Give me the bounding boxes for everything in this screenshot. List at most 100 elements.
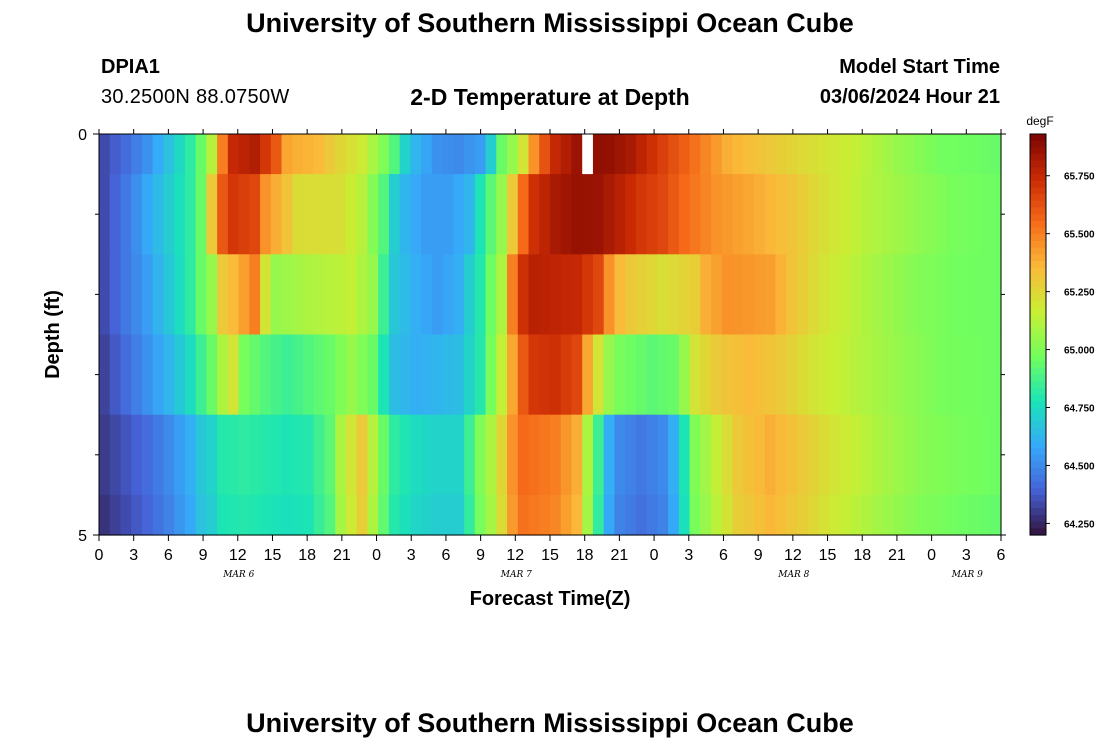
heatmap-cell xyxy=(485,334,497,416)
heatmap-cell xyxy=(281,494,293,536)
colorbar-segment xyxy=(1030,194,1046,202)
heatmap-cell xyxy=(335,174,347,255)
heatmap-cell xyxy=(990,254,1002,336)
heatmap-cell xyxy=(109,334,122,416)
heatmap-cell xyxy=(678,334,691,416)
heatmap-cells xyxy=(99,134,1002,536)
heatmap-cell xyxy=(614,254,626,336)
heatmap-cell xyxy=(464,334,476,416)
heatmap-cell xyxy=(367,494,379,536)
heatmap-cell xyxy=(464,174,476,255)
x-tick-label: 0 xyxy=(372,547,381,564)
heatmap-cell xyxy=(281,174,293,255)
y-tick-label: 5 xyxy=(78,528,87,545)
day-label: MAR 8 xyxy=(777,570,809,580)
heatmap-cell xyxy=(345,174,358,255)
heatmap-cell xyxy=(839,174,852,255)
heatmap-cell xyxy=(421,174,433,255)
heatmap-cell xyxy=(217,174,229,255)
heatmap-cell xyxy=(281,414,293,496)
heatmap-cell xyxy=(818,414,830,496)
heatmap-cell xyxy=(732,334,744,416)
heatmap-cell xyxy=(474,174,487,255)
heatmap-cell xyxy=(915,494,927,536)
heatmap-cell xyxy=(99,494,111,536)
heatmap-cell xyxy=(356,414,369,496)
heatmap-cell xyxy=(754,414,766,496)
heatmap-cell xyxy=(754,334,766,416)
heatmap-cell xyxy=(303,134,315,175)
heatmap-cell xyxy=(958,414,970,496)
heatmap-cell xyxy=(474,414,487,496)
heatmap-cell xyxy=(592,174,605,255)
heatmap-cell xyxy=(893,134,905,175)
heatmap-cell xyxy=(904,494,916,536)
heatmap-cell xyxy=(410,254,422,336)
heatmap-cell xyxy=(507,134,519,175)
x-tick-label: 15 xyxy=(819,547,837,564)
heatmap-cell xyxy=(872,134,884,175)
heatmap-cell xyxy=(217,334,229,416)
colorbar-segment xyxy=(1030,294,1046,302)
heatmap-cell xyxy=(388,414,401,496)
heatmap-cell xyxy=(560,334,573,416)
heatmap-cell xyxy=(743,334,755,416)
heatmap-cell xyxy=(217,254,229,336)
heatmap-cell xyxy=(668,414,680,496)
heatmap-cell xyxy=(388,134,401,175)
heatmap-cell xyxy=(238,414,250,496)
colorbar-segment xyxy=(1030,327,1046,336)
heatmap-cell xyxy=(367,254,379,336)
colorbar-frame xyxy=(1029,133,1047,536)
heatmap-cell xyxy=(109,494,122,536)
day-label: MAR 6 xyxy=(222,570,254,580)
heatmap-cell xyxy=(796,414,809,496)
heatmap-cell xyxy=(313,494,326,536)
heatmap-cell xyxy=(281,134,293,175)
heatmap-cell xyxy=(904,254,916,336)
heatmap-cell xyxy=(614,134,626,175)
heatmap-cell xyxy=(442,334,454,416)
heatmap-cell xyxy=(378,174,390,255)
heatmap-cell xyxy=(754,134,766,175)
heatmap-cell xyxy=(936,254,948,336)
heatmap-cell xyxy=(131,494,143,536)
heatmap-cell xyxy=(893,254,905,336)
heatmap-cell xyxy=(646,334,658,416)
heatmap-cell xyxy=(657,254,669,336)
heatmap-cell xyxy=(657,414,669,496)
heatmap-cell xyxy=(550,494,562,536)
heatmap-cell xyxy=(882,134,895,175)
heatmap-cell xyxy=(195,174,207,255)
heatmap-cell xyxy=(915,174,927,255)
colorbar-segment xyxy=(1030,381,1046,389)
heatmap-cell xyxy=(184,174,197,255)
heatmap-cell xyxy=(174,494,186,536)
colorbar-segment xyxy=(1030,347,1046,356)
heatmap-cell xyxy=(743,134,755,175)
heatmap-cell xyxy=(399,174,412,255)
heatmap-cell xyxy=(571,414,583,496)
colorbar-segment xyxy=(1030,468,1046,476)
heatmap-cell xyxy=(754,174,766,255)
heatmap-cell xyxy=(141,414,154,496)
heatmap-cell xyxy=(915,134,927,175)
heatmap-cell xyxy=(786,254,798,336)
heatmap-cell xyxy=(345,414,358,496)
heatmap-cell xyxy=(743,174,755,255)
heatmap-cell xyxy=(464,494,476,536)
heatmap-cell xyxy=(582,254,594,336)
heatmap-cell xyxy=(356,254,369,336)
colorbar-segment xyxy=(1030,214,1046,222)
model-start-value: 03/06/2024 Hour 21 xyxy=(819,86,1000,108)
heatmap-cell xyxy=(689,334,701,416)
heatmap-cell xyxy=(818,254,830,336)
heatmap-cell xyxy=(947,494,959,536)
colorbar-tick-label: 64.750 xyxy=(1064,404,1095,415)
heatmap-cell xyxy=(711,334,723,416)
heatmap-cell xyxy=(721,494,734,536)
heatmap-cell xyxy=(131,134,143,175)
heatmap-cell xyxy=(195,414,207,496)
heatmap-cell xyxy=(560,254,573,336)
heatmap-cell xyxy=(861,334,873,416)
